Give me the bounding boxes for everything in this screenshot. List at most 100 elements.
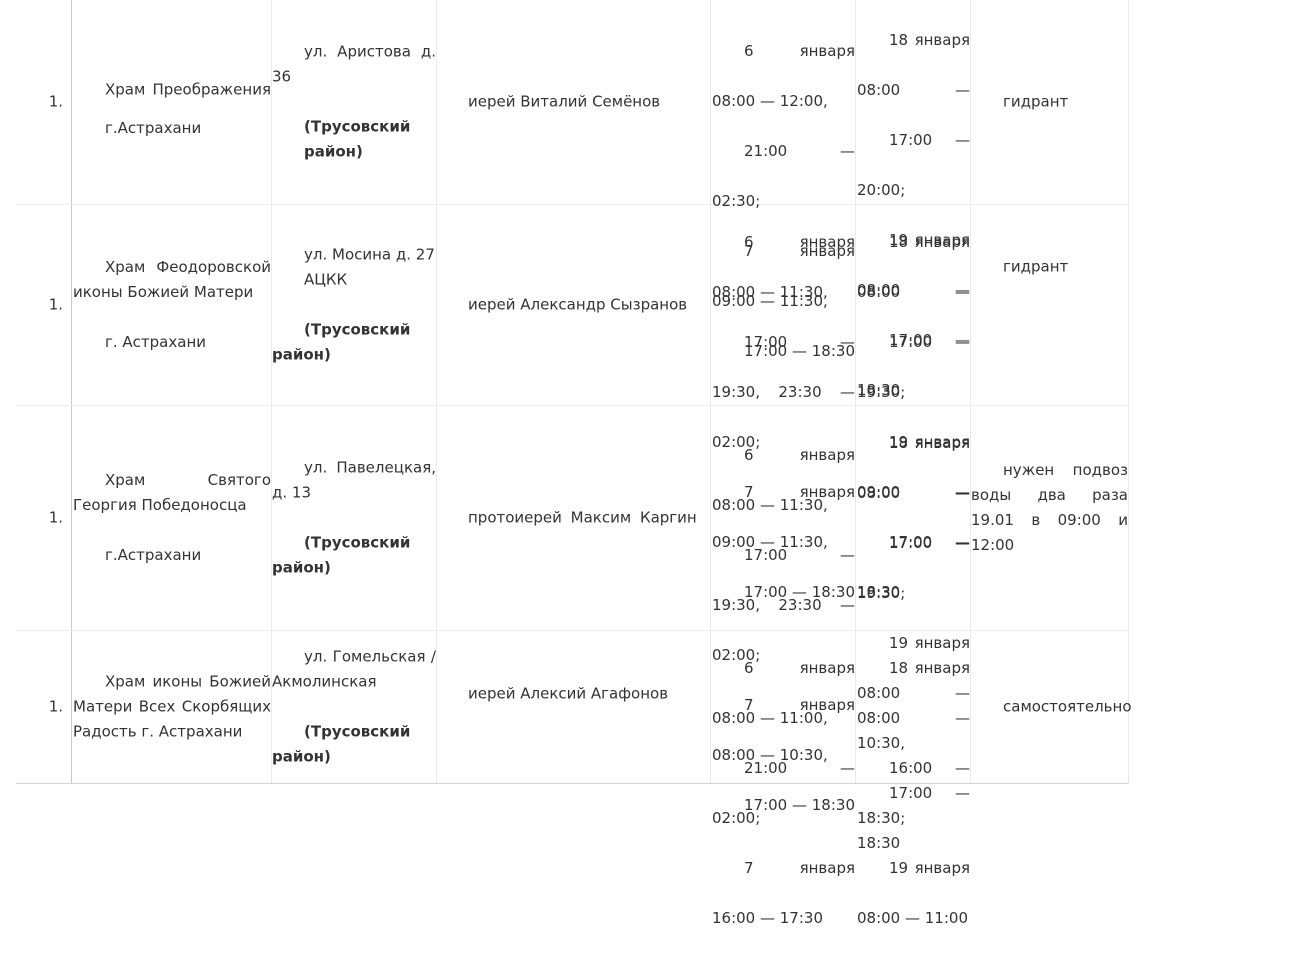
church-cell-overlay: г.Астрахани bbox=[73, 0, 271, 204]
schedule-line: 19 января bbox=[889, 433, 970, 451]
schedule-line: 08:00 — 11:30, bbox=[712, 496, 828, 514]
schedule-jan6-7-cell: 6 января 08:00 — 11:30, 17:00 — 19:30, 2… bbox=[712, 205, 855, 601]
address-street: ул. Мосина д. 27 АЦКК bbox=[304, 245, 435, 289]
church-city: г.Астрахани bbox=[105, 119, 202, 137]
schedule-line: 08:00 — 11:30, bbox=[857, 484, 970, 502]
address: ул. Мосина д. 27 АЦКК (Трусовский район) bbox=[272, 218, 436, 393]
water-cell: нужен подвоз воды два раза 19.01 в 09:00… bbox=[971, 406, 1128, 630]
church-name: Храм Феодоровской иконы Божией Матери г.… bbox=[73, 230, 271, 380]
priest-cell: иерей Александр Сызранов bbox=[468, 205, 710, 405]
schedule-jan18-19-cell: 18 января 08:00 — 11:30, 17:00 — 19:30; … bbox=[857, 205, 970, 601]
church-cell: Храм Преображения Господня bbox=[73, 0, 271, 204]
schedule-line: 08:00 — 11:00, bbox=[857, 709, 970, 727]
church-city: г.Астрахани bbox=[105, 546, 202, 564]
schedule-line: 19:30; bbox=[857, 584, 906, 602]
church-name-text: Храм Феодоровской иконы Божией Матери bbox=[73, 258, 271, 301]
schedule-line: 6 января bbox=[744, 659, 855, 677]
schedule-line: 08:00 — 11:30, bbox=[712, 283, 828, 301]
schedule-line: 02:00; bbox=[712, 809, 761, 827]
schedule-line: 17:00 — bbox=[889, 331, 970, 349]
address-cell: ул. Гомельская / Акмолинская (Трусовский… bbox=[272, 631, 436, 783]
address: ул. Гомельская / Акмолинская (Трусовский… bbox=[272, 620, 436, 795]
row-divider bbox=[16, 204, 1129, 205]
church-name-text: Храм Преображения Господня bbox=[105, 80, 271, 99]
schedule-line: 17:00 — bbox=[889, 534, 970, 552]
schedule-line: 18:30 bbox=[857, 381, 901, 399]
schedule-line: 08:00 — 10:30, bbox=[712, 746, 828, 764]
table-row: 1. Храм Феодоровской иконы Божией Матери… bbox=[16, 205, 1129, 601]
column-divider bbox=[970, 0, 971, 783]
table-row: 1. Храм Святого Георгия Победоносца г.Ас… bbox=[16, 406, 1129, 852]
water-supply: нужен подвоз воды два раза 19.01 в 09:00… bbox=[971, 461, 1128, 554]
water-supply: гидрант bbox=[1003, 92, 1069, 111]
schedule-line: 08:00 — 11:30, bbox=[857, 81, 970, 99]
schedule-line: 10:30, bbox=[857, 734, 905, 752]
schedule-line: 17:00 — 18:30 bbox=[744, 342, 855, 360]
column-divider bbox=[71, 0, 72, 783]
schedule-line: 08:00 — bbox=[857, 684, 970, 702]
schedule-line: 7 января bbox=[744, 696, 855, 714]
address-street: ул. Гомельская / Акмолинская bbox=[272, 647, 436, 691]
address-district: (Трусовский район) bbox=[272, 320, 411, 364]
table-row: 1. Храм иконы Божией Матери Всех Скорбящ… bbox=[16, 631, 1132, 928]
priest-cell: иерей Виталий Семёнов bbox=[468, 0, 710, 204]
address-district: (Трусовский район) bbox=[272, 722, 411, 766]
water-cell: гидрант bbox=[971, 205, 1128, 405]
water-cell: самостоятельно bbox=[971, 631, 1132, 783]
schedule-line: 19 января bbox=[889, 859, 970, 877]
schedule-line: 6 января bbox=[744, 446, 855, 464]
column-divider bbox=[1128, 0, 1129, 783]
schedule-line: 7 января bbox=[744, 483, 855, 501]
address-street: ул. Павелецкая, д. 13 bbox=[272, 458, 436, 502]
schedule-jan18-19-cell: 18 января 08:00 — 11:30, 17:00 — 19:30; … bbox=[857, 406, 970, 852]
schedule-jan6-7: 6 января 08:00 — 11:00, 21:00 — 02:00; 7… bbox=[712, 631, 855, 956]
schedule-line: 7 января bbox=[744, 242, 855, 260]
water-supply: самостоятельно bbox=[1003, 697, 1132, 716]
schedule-jan6-7: 6 января 08:00 — 12:00, 21:00 — 02:30; 7… bbox=[712, 14, 855, 389]
schedule-line: 6 января bbox=[744, 42, 855, 60]
church-cell: Храм Святого Георгия Победоносца г.Астра… bbox=[73, 406, 271, 630]
schedule-line: 17:00 — bbox=[889, 533, 970, 551]
row-number-cell: 1. bbox=[16, 0, 71, 204]
row-number-cell: 1. bbox=[16, 631, 71, 783]
row-divider bbox=[16, 630, 1129, 631]
schedule-line: 19:30, 23:30 — bbox=[712, 383, 855, 401]
schedule-line: 17:00 — bbox=[744, 333, 855, 351]
address-cell: ул. Аристова д. 36 (Трусовский район) bbox=[272, 0, 436, 204]
address-cell: ул. Мосина д. 27 АЦКК (Трусовский район) bbox=[272, 205, 436, 405]
schedule-line: 16:00 — 17:30 bbox=[712, 909, 823, 927]
schedule-line: 19:30; bbox=[857, 383, 906, 401]
schedule-line: 18 января bbox=[889, 31, 970, 49]
row-number: 1. bbox=[48, 295, 63, 314]
row-number: 1. bbox=[48, 92, 63, 111]
schedule-line: 08:00 — 11:30, bbox=[857, 283, 970, 301]
row-number: 1. bbox=[48, 697, 63, 716]
schedule-line: 09:00 — 11:30, bbox=[857, 483, 970, 501]
schedule-line: 17:00 — bbox=[889, 333, 970, 351]
church-name: Храм Преображения Господня bbox=[73, 53, 271, 128]
row-number-cell: 1. bbox=[16, 205, 71, 405]
church-cell: Храм иконы Божией Матери Всех Скорбящих … bbox=[73, 631, 271, 783]
schedule-jan18-19-cell: 18 января 08:00 — 11:30, 17:00 — 20:00; … bbox=[857, 0, 970, 399]
schedule-line: 02:00; bbox=[712, 433, 761, 451]
schedule-line: 09:00 — 11:30, bbox=[712, 533, 828, 551]
row-number: 1. bbox=[48, 508, 63, 527]
address: ул. Павелецкая, д. 13 (Трусовский район) bbox=[272, 431, 436, 606]
schedule-line: 17:00 — bbox=[889, 131, 970, 149]
church-name-text: Храм Святого Георгия Победоносца bbox=[73, 471, 271, 514]
schedule-line: 18 января bbox=[889, 434, 970, 452]
church-name: Храм иконы Божией Матери Всех Скорбящих … bbox=[73, 672, 271, 741]
schedule-jan6-7-cell: 6 января 08:00 — 11:00, 21:00 — 02:00; 7… bbox=[712, 631, 855, 927]
address-street: ул. Аристова д. 36 bbox=[272, 42, 436, 86]
column-divider bbox=[710, 0, 711, 783]
schedule-jan6-7-cell: 6 января 08:00 — 11:30, 17:00 — 19:30, 2… bbox=[712, 406, 855, 814]
column-divider bbox=[855, 0, 856, 783]
priest-name: иерей Александр Сызранов bbox=[468, 295, 688, 314]
church-name: Храм Святого Георгия Победоносца г.Астра… bbox=[73, 443, 271, 593]
schedule-line: 18 января bbox=[889, 659, 970, 677]
schedule-jan6-7: 6 января 08:00 — 11:30, 17:00 — 19:30, 2… bbox=[712, 418, 855, 843]
schedule-line: 18:30 bbox=[857, 583, 901, 601]
schedule-line: 09:00 — 11:30, bbox=[712, 292, 828, 310]
schedule-line: 17:00 — 18:30 bbox=[744, 583, 855, 601]
church-cell: Храм Феодоровской иконы Божией Матери г.… bbox=[73, 205, 271, 405]
